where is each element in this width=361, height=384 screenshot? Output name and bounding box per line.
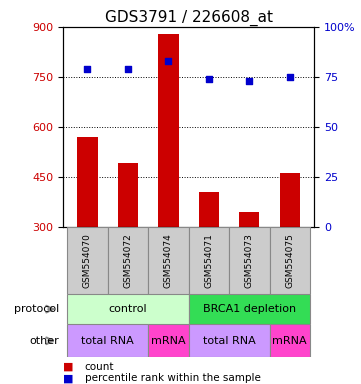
Bar <box>199 192 219 227</box>
Text: GSM554073: GSM554073 <box>245 233 254 288</box>
Bar <box>108 227 148 294</box>
Bar <box>67 324 148 357</box>
Text: ■: ■ <box>63 373 74 383</box>
Point <box>165 58 171 64</box>
Text: total RNA: total RNA <box>203 336 256 346</box>
Bar <box>148 227 189 294</box>
Point <box>125 66 131 72</box>
Point <box>84 66 90 72</box>
Text: GSM554070: GSM554070 <box>83 233 92 288</box>
Bar <box>270 227 310 294</box>
Text: other: other <box>30 336 60 346</box>
Bar <box>189 324 270 357</box>
Text: ■: ■ <box>63 362 74 372</box>
Bar <box>229 227 270 294</box>
Point <box>287 74 293 80</box>
Bar <box>270 324 310 357</box>
Bar <box>239 212 260 227</box>
Text: protocol: protocol <box>14 304 60 314</box>
Text: percentile rank within the sample: percentile rank within the sample <box>85 373 261 383</box>
Bar <box>189 294 310 324</box>
Text: count: count <box>85 362 114 372</box>
Bar <box>67 227 108 294</box>
Text: total RNA: total RNA <box>81 336 134 346</box>
Text: GSM554074: GSM554074 <box>164 233 173 288</box>
Bar <box>118 163 138 227</box>
Text: GSM554071: GSM554071 <box>204 233 213 288</box>
Point <box>247 78 252 84</box>
Text: mRNA: mRNA <box>273 336 307 346</box>
Point <box>206 76 212 82</box>
Bar <box>280 173 300 227</box>
Text: control: control <box>109 304 147 314</box>
Bar <box>67 294 189 324</box>
Text: BRCA1 depletion: BRCA1 depletion <box>203 304 296 314</box>
Text: GSM554072: GSM554072 <box>123 233 132 288</box>
Bar <box>77 137 97 227</box>
Text: GSM554075: GSM554075 <box>285 233 294 288</box>
Bar <box>148 324 189 357</box>
Title: GDS3791 / 226608_at: GDS3791 / 226608_at <box>105 9 273 25</box>
Bar <box>158 33 178 227</box>
Bar <box>189 227 229 294</box>
Text: mRNA: mRNA <box>151 336 186 346</box>
